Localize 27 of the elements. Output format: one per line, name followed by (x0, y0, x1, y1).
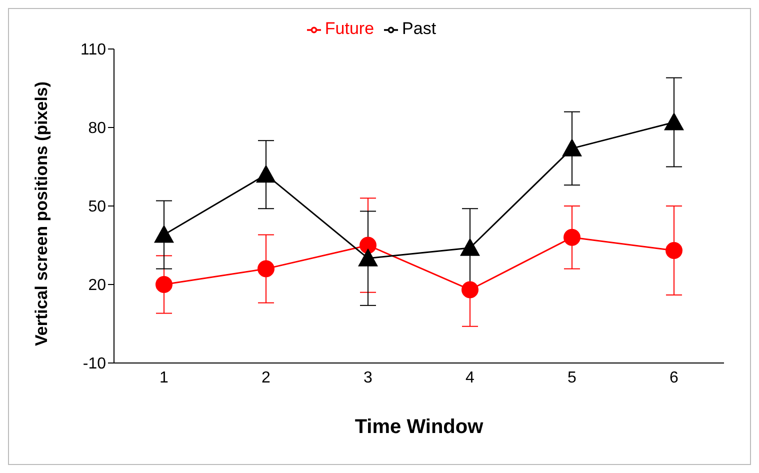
x-tick-label: 5 (568, 369, 577, 386)
y-tick-label: 20 (88, 277, 106, 294)
legend-label: Past (402, 19, 436, 38)
point (562, 138, 582, 156)
legend-label: Future (324, 19, 374, 38)
point (156, 276, 172, 293)
x-tick-label: 1 (160, 369, 169, 386)
x-axis-title: Time Window (354, 416, 484, 438)
point (460, 238, 480, 256)
y-tick-label: 80 (88, 120, 106, 138)
point (664, 112, 684, 130)
point (564, 228, 580, 246)
point (154, 224, 174, 243)
x-tick-label: 2 (262, 369, 271, 386)
x-tick-label: 3 (364, 369, 373, 386)
point (462, 281, 478, 298)
point (258, 260, 274, 278)
y-tick-label: 50 (88, 198, 106, 216)
y-tick-label: 110 (80, 42, 106, 59)
point (256, 164, 276, 183)
y-axis-title: Vertical screen positions (pixels) (32, 81, 52, 346)
point (360, 236, 376, 254)
point (666, 242, 682, 259)
x-tick-label: 4 (466, 369, 475, 386)
y-tick-label: -10 (82, 356, 106, 373)
point (358, 248, 378, 266)
x-tick-label: 6 (670, 369, 679, 386)
